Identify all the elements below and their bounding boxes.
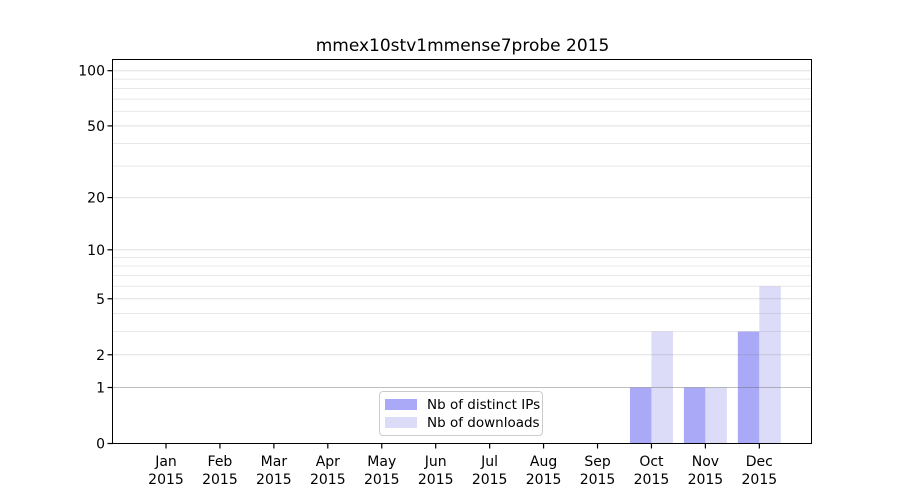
legend-box: Nb of distinct IPs Nb of downloads <box>379 391 543 436</box>
x-tick-label-month: Feb <box>208 454 233 470</box>
bar-downloads-oct <box>651 331 673 443</box>
x-tick-label-month: Nov <box>692 454 719 470</box>
x-tick-label-year: 2015 <box>148 472 184 488</box>
y-tick-label: 0 <box>96 437 105 453</box>
x-tick-label-month: Jan <box>154 454 177 470</box>
legend-label-downloads: Nb of downloads <box>427 414 540 431</box>
x-tick-label-year: 2015 <box>364 472 400 488</box>
x-tick-label-year: 2015 <box>472 472 508 488</box>
x-tick-label-year: 2015 <box>418 472 454 488</box>
chart-title: mmex10stv1mmense7probe 2015 <box>315 36 610 56</box>
y-tick-label: 5 <box>96 292 105 308</box>
x-tick-label-year: 2015 <box>634 472 670 488</box>
legend-swatch-distinct-ips-icon <box>385 399 417 410</box>
x-tick-label-year: 2015 <box>256 472 292 488</box>
bar-distinct-ips-nov <box>683 387 706 443</box>
y-tick-label: 50 <box>87 119 105 135</box>
axes-spines <box>112 59 812 444</box>
x-tick-label-month: May <box>367 454 396 470</box>
x-tick-label-year: 2015 <box>526 472 562 488</box>
x-tick-label-month: Mar <box>261 454 288 470</box>
x-tick-label-year: 2015 <box>742 472 778 488</box>
x-tick-label-month: Sep <box>584 454 611 470</box>
y-tick-label: 100 <box>78 64 105 80</box>
y-tick-label: 1 <box>96 381 105 397</box>
x-tick-label-month: Dec <box>746 454 773 470</box>
x-tick-label-month: Jul <box>480 454 498 470</box>
legend-swatch-downloads-icon <box>385 417 417 428</box>
bar-downloads-nov <box>705 387 727 443</box>
x-tick-label-month: Aug <box>530 454 557 470</box>
bar-distinct-ips-dec <box>737 331 760 443</box>
legend-item-downloads: Nb of downloads <box>385 414 542 431</box>
x-tick-label-year: 2015 <box>580 472 616 488</box>
x-tick-label-year: 2015 <box>202 472 238 488</box>
x-tick-label-year: 2015 <box>688 472 724 488</box>
y-tick-label: 20 <box>87 191 105 207</box>
x-tick-label-month: Jun <box>424 454 447 470</box>
y-tick-label: 2 <box>96 348 105 364</box>
x-tick-label-month: Apr <box>316 454 340 470</box>
y-tick-label: 10 <box>87 243 105 259</box>
x-tick-label-month: Oct <box>639 454 664 470</box>
legend-item-distinct-ips: Nb of distinct IPs <box>385 396 542 413</box>
legend-label-distinct-ips: Nb of distinct IPs <box>427 396 541 413</box>
bar-distinct-ips-oct <box>629 387 652 443</box>
bar-downloads-dec <box>759 286 781 443</box>
x-tick-label-year: 2015 <box>310 472 346 488</box>
